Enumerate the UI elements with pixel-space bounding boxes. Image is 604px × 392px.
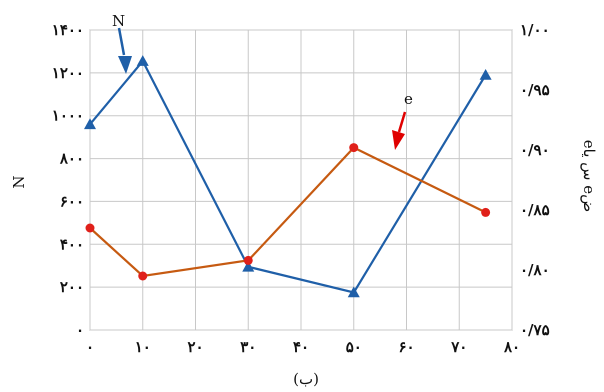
data-point-e bbox=[85, 223, 95, 233]
y-left-tick-label: ۱۲۰۰ bbox=[52, 64, 84, 82]
x-tick-label: ۴۰ bbox=[293, 338, 309, 356]
y-right-tick-label: ۰/۷۵ bbox=[520, 321, 550, 339]
data-point-N bbox=[347, 286, 360, 298]
x-tick-label: ۲۰ bbox=[187, 338, 203, 356]
data-point-N bbox=[242, 260, 255, 272]
y-axis-left-title: N bbox=[10, 175, 28, 188]
annotation-arrow-e bbox=[397, 111, 407, 133]
annotation-label-N: N bbox=[112, 12, 125, 30]
y-right-tick-label: ۰/۹۰ bbox=[520, 141, 550, 159]
y-left-tick-label: ۴۰۰ bbox=[60, 235, 84, 253]
x-tick-label: ۰ bbox=[86, 338, 94, 356]
tick-labels: ۰ ۱۰ ۲۰ ۳۰ ۴۰ ۵۰ ۶۰ ۷۰ ۸۰۰۲۰۰۴۰۰۶۰۰۸۰۰۱۰۰۰۱۲۰۰۱۴… bbox=[52, 21, 550, 356]
data-point-e bbox=[481, 207, 491, 217]
x-tick-label: ۶۰ bbox=[398, 338, 414, 356]
y-left-tick-label: ۸۰۰ bbox=[59, 150, 84, 168]
data-point-N bbox=[84, 118, 96, 130]
y-axis-right-title: eس⁣ یا eض bbox=[580, 140, 598, 213]
series-layer bbox=[84, 55, 492, 298]
y-left-tick-label: ۱۴۰۰ bbox=[52, 21, 84, 39]
series-line-e bbox=[89, 146, 487, 278]
y-right-tick-label: ۰/۸۵ bbox=[520, 201, 550, 219]
annotation-label-e: e bbox=[404, 90, 413, 108]
annotation-arrowhead-N bbox=[118, 56, 132, 74]
x-tick-label: ۷۰ bbox=[450, 338, 467, 356]
data-point-N bbox=[479, 69, 492, 80]
x-tick-label: ۳۰ bbox=[240, 338, 256, 356]
x-tick-label: ۸۰ bbox=[503, 338, 520, 356]
annotation-arrowhead-e bbox=[392, 130, 405, 150]
y-right-tick-label: ۱/۰۰ bbox=[520, 21, 550, 39]
annotations: Ne bbox=[112, 12, 413, 150]
y-right-tick-label: ۰/۹۵ bbox=[520, 81, 550, 99]
y-left-tick-label: ۶۰۰ bbox=[60, 192, 84, 210]
y-left-tick-label: ۰ bbox=[76, 321, 84, 339]
x-axis-title: (ب) bbox=[293, 370, 319, 388]
data-point-e bbox=[349, 143, 359, 153]
annotation-arrow-N bbox=[117, 27, 126, 56]
data-point-N bbox=[136, 55, 149, 66]
x-tick-label: ۵۰ bbox=[346, 338, 362, 356]
data-point-e bbox=[138, 271, 148, 281]
data-point-e bbox=[243, 255, 253, 265]
grid bbox=[89, 29, 513, 331]
series-line-N bbox=[89, 59, 487, 294]
y-right-tick-label: ۰/۸۰ bbox=[520, 261, 550, 279]
y-left-tick-label: ۱۰۰۰ bbox=[52, 107, 84, 125]
y-left-tick-label: ۲۰۰ bbox=[60, 278, 84, 296]
x-tick-label: ۱۰ bbox=[135, 338, 151, 356]
